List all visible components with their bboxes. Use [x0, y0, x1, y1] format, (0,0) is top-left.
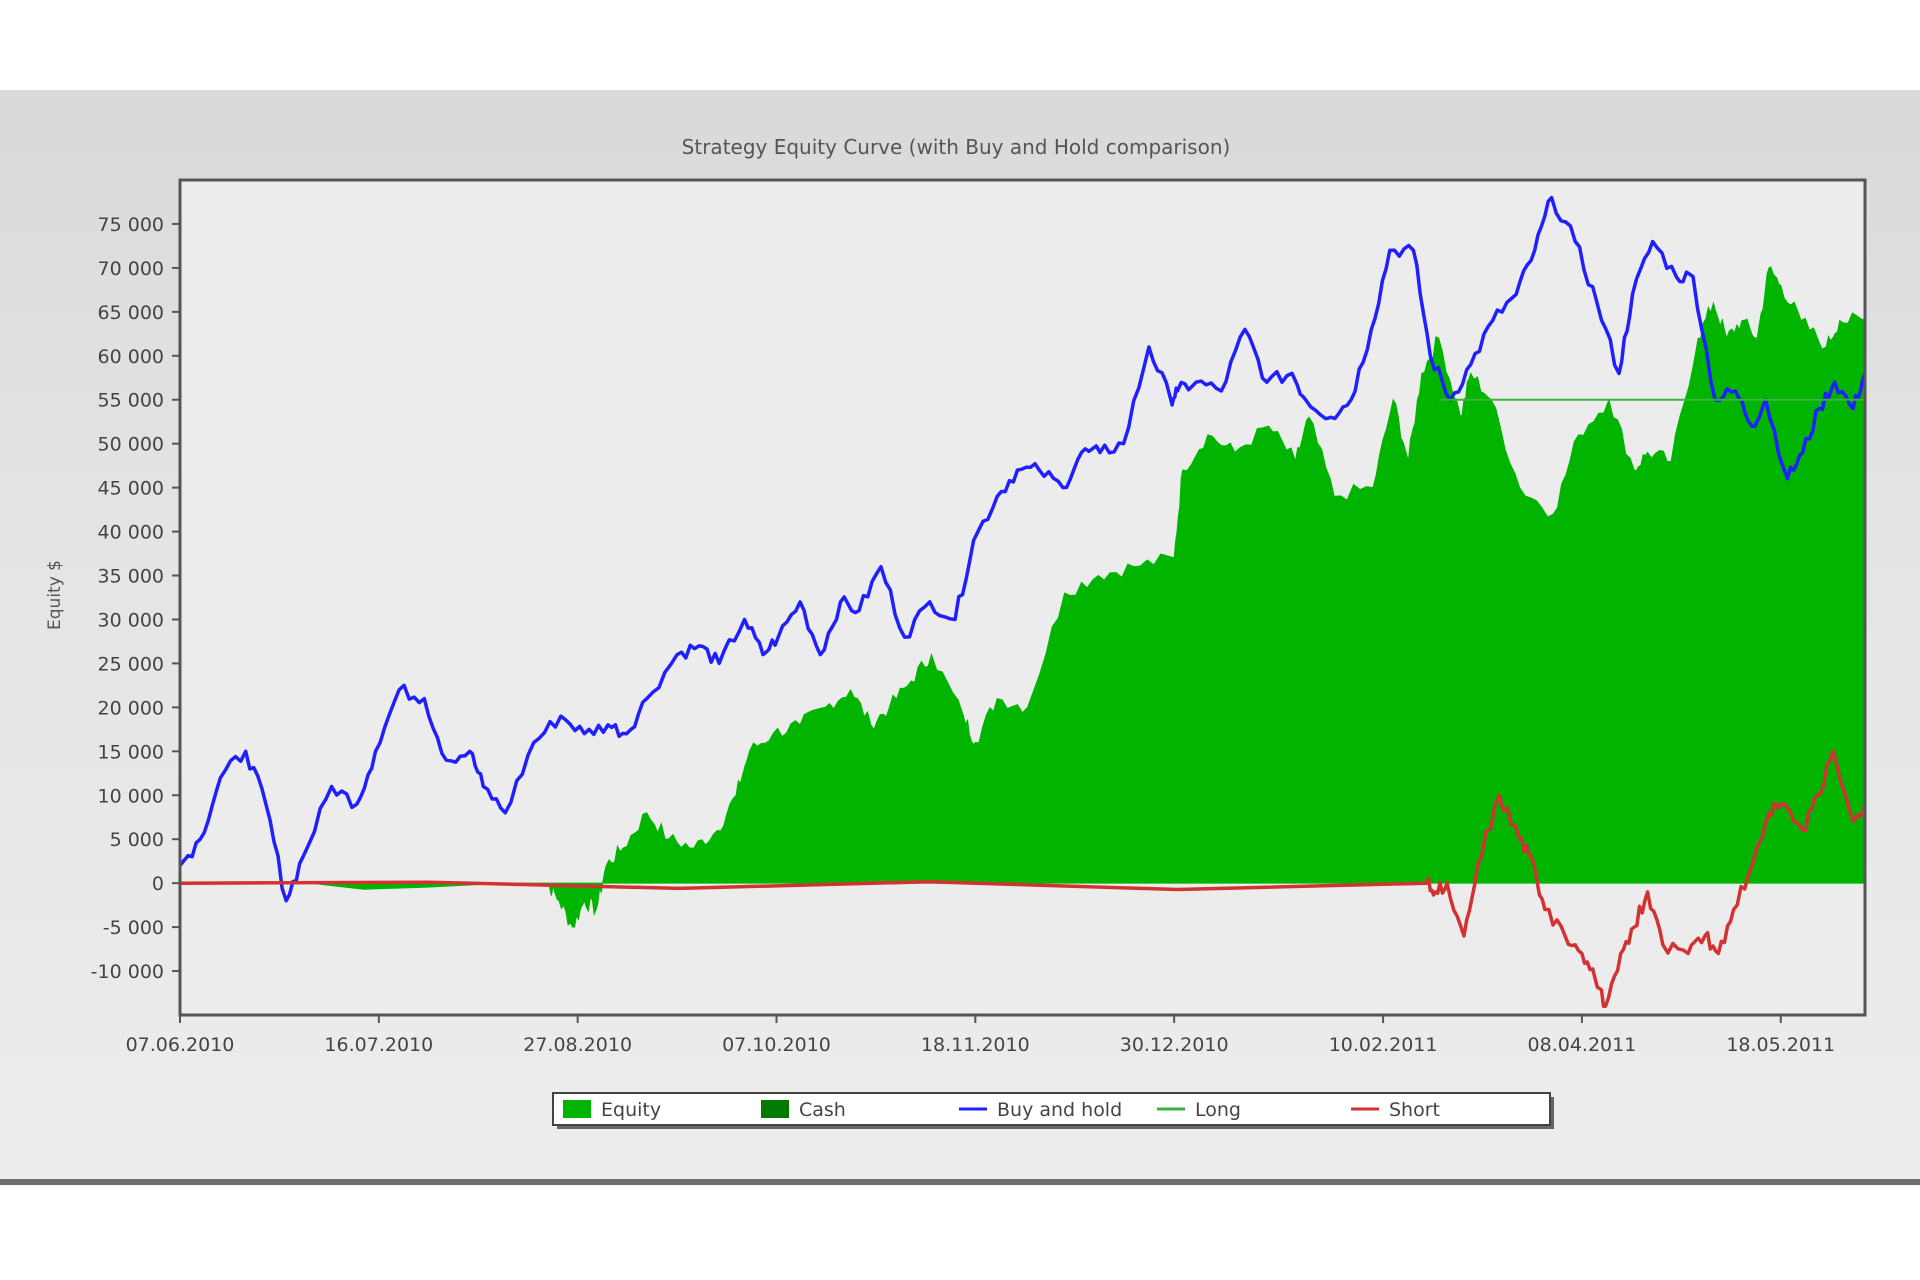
plot-frame — [178, 178, 1867, 1017]
x-tick-label: 10.02.2011 — [1329, 1034, 1438, 1056]
y-tick-label: 15 000 — [98, 741, 164, 763]
legend-label-cash: Cash — [799, 1099, 846, 1121]
y-tick-label: 0 — [152, 873, 164, 895]
y-tick-label: -10 000 — [91, 961, 164, 983]
short-line — [180, 749, 1865, 1008]
y-axis-label: Equity $ — [45, 560, 65, 630]
y-tick-label: 50 000 — [98, 434, 164, 456]
y-tick-label: 35 000 — [98, 566, 164, 588]
x-tick-label: 27.08.2010 — [523, 1034, 632, 1056]
legend-label-short: Short — [1389, 1099, 1440, 1121]
chart-title: Strategy Equity Curve (with Buy and Hold… — [682, 135, 1231, 159]
chart-panel: Strategy Equity Curve (with Buy and Hold… — [0, 90, 1920, 1185]
y-tick-label: 20 000 — [98, 697, 164, 719]
legend-label-long: Long — [1195, 1099, 1241, 1121]
y-tick-label: -5 000 — [103, 917, 164, 939]
y-tick-label: 5 000 — [110, 829, 164, 851]
legend-swatch-equity — [563, 1100, 591, 1118]
y-tick-label: 55 000 — [98, 390, 164, 412]
y-tick-label: 45 000 — [98, 478, 164, 500]
x-tick-label: 18.11.2010 — [921, 1034, 1030, 1056]
y-tick-label: 10 000 — [98, 785, 164, 807]
legend-label-buy-and-hold: Buy and hold — [997, 1099, 1122, 1121]
y-tick-label: 40 000 — [98, 522, 164, 544]
legend: Equity Cash Buy and hold Long Short — [552, 1092, 1554, 1129]
x-tick-label: 07.06.2010 — [126, 1034, 235, 1056]
x-tick-label: 30.12.2010 — [1120, 1034, 1229, 1056]
buy-and-hold-line — [180, 195, 1865, 903]
y-tick-label: 60 000 — [98, 346, 164, 368]
x-tick-label: 18.05.2011 — [1726, 1034, 1835, 1056]
x-tick-label: 08.04.2011 — [1528, 1034, 1637, 1056]
legend-box — [552, 1092, 1551, 1126]
equity-area — [180, 266, 1865, 928]
x-tick-label: 16.07.2010 — [324, 1034, 433, 1056]
y-tick-label: 65 000 — [98, 302, 164, 324]
y-tick-label: 75 000 — [98, 214, 164, 236]
y-tick-label: 70 000 — [98, 258, 164, 280]
x-tick-label: 07.10.2010 — [722, 1034, 831, 1056]
legend-label-equity: Equity — [601, 1099, 661, 1121]
legend-swatch-cash — [761, 1100, 789, 1118]
y-tick-label: 30 000 — [98, 609, 164, 631]
equity-chart: Strategy Equity Curve (with Buy and Hold… — [45, 135, 1867, 1129]
y-tick-label: 25 000 — [98, 653, 164, 675]
